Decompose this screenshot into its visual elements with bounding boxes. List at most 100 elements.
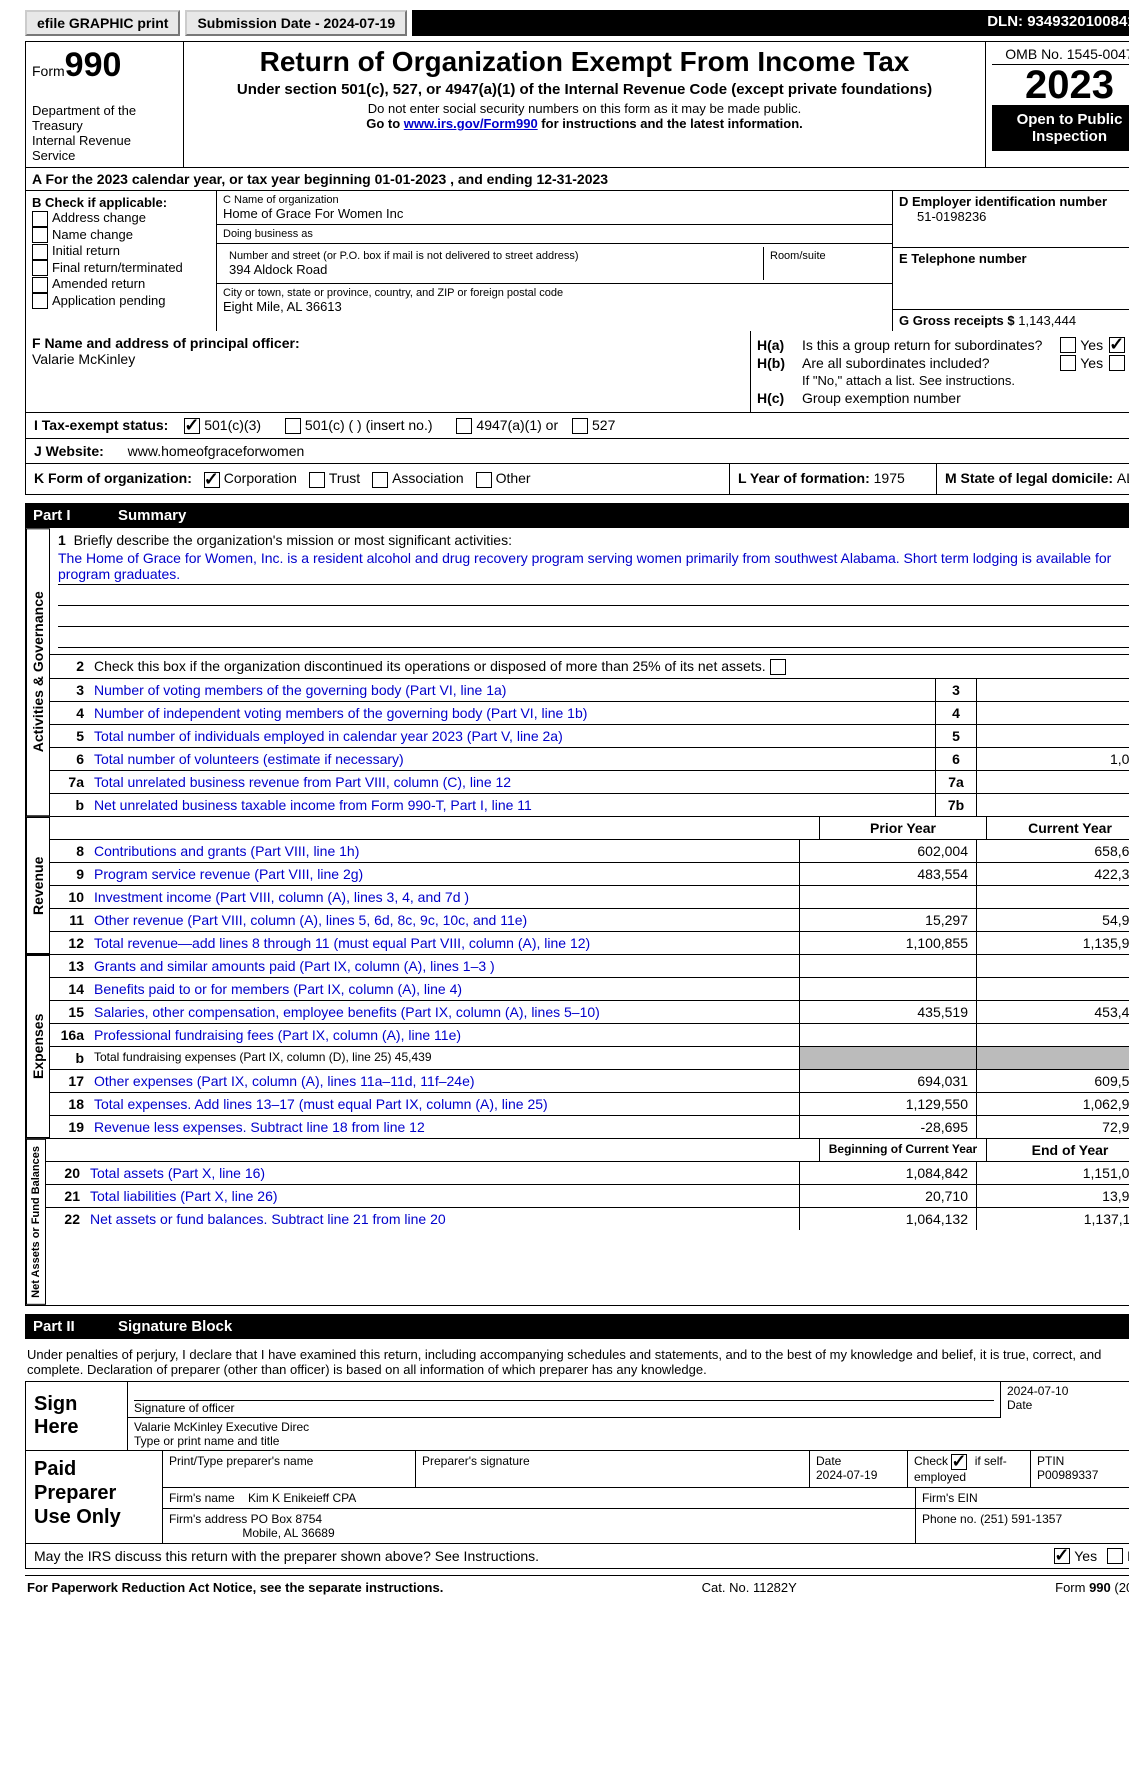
prior-year-hdr: Prior Year	[819, 817, 986, 839]
chk-501c[interactable]	[285, 418, 301, 434]
ptin-value: P00989337	[1037, 1468, 1098, 1482]
val-4: 21	[976, 702, 1129, 724]
line7a[interactable]: Total unrelated business revenue from Pa…	[88, 771, 935, 793]
sig-type-lbl: Type or print name and title	[134, 1434, 1129, 1448]
sig-officer-name: Valarie McKinley Executive Direc	[134, 1420, 1129, 1434]
website-value: www.homeofgraceforwomen	[128, 443, 305, 459]
gross-cell: G Gross receipts $ 1,143,444	[893, 310, 1129, 331]
line22[interactable]: Net assets or fund balances. Subtract li…	[84, 1208, 799, 1230]
discuss-row: May the IRS discuss this return with the…	[25, 1544, 1129, 1569]
discuss-yes[interactable]	[1054, 1548, 1070, 1564]
line7b[interactable]: Net unrelated business taxable income fr…	[88, 794, 935, 816]
opt-app-pending[interactable]: Application pending	[32, 293, 210, 310]
line3[interactable]: Number of voting members of the governin…	[88, 679, 935, 701]
opt-address-change[interactable]: Address change	[32, 210, 210, 227]
ha-yes[interactable]	[1060, 337, 1076, 353]
dba-cell: Doing business as	[217, 225, 892, 244]
chk-501c3[interactable]	[184, 418, 200, 434]
sig-date: 2024-07-10	[1007, 1384, 1129, 1398]
val-7a: 0	[976, 771, 1129, 793]
revenue-section: Revenue Prior YearCurrent Year 8Contribu…	[25, 817, 1129, 955]
val-7b: 0	[976, 794, 1129, 816]
goto-pre: Go to	[366, 116, 404, 131]
room-label: Room/suite	[770, 250, 880, 262]
paid-preparer-row: Paid Preparer Use Only Print/Type prepar…	[25, 1451, 1129, 1544]
submission-date-button[interactable]: Submission Date - 2024-07-19	[185, 10, 407, 36]
irs-label: Internal Revenue Service	[32, 133, 177, 163]
line8[interactable]: Contributions and grants (Part VIII, lin…	[88, 840, 799, 862]
part2-label: Part II	[33, 1318, 118, 1335]
chk-other[interactable]	[476, 472, 492, 488]
chk-discontinued[interactable]	[770, 659, 786, 675]
end-year-hdr: End of Year	[986, 1139, 1129, 1161]
tel-label: E Telephone number	[899, 251, 1129, 266]
footer-mid: Cat. No. 11282Y	[702, 1580, 797, 1595]
street-label: Number and street (or P.O. box if mail i…	[229, 250, 757, 262]
line18[interactable]: Total expenses. Add lines 13–17 (must eq…	[88, 1093, 799, 1115]
line11[interactable]: Other revenue (Part VIII, column (A), li…	[88, 909, 799, 931]
chk-4947[interactable]	[456, 418, 472, 434]
line16b: Total fundraising expenses (Part IX, col…	[88, 1047, 799, 1069]
header-right: OMB No. 1545-0047 2023 Open to Public In…	[986, 42, 1129, 167]
net-vert-label: Net Assets or Fund Balances	[26, 1139, 46, 1305]
opt-amended[interactable]: Amended return	[32, 276, 210, 293]
line13[interactable]: Grants and similar amounts paid (Part IX…	[88, 955, 799, 977]
discuss-no[interactable]	[1107, 1548, 1123, 1564]
line19[interactable]: Revenue less expenses. Subtract line 18 …	[88, 1116, 799, 1138]
j-label: J Website:	[34, 443, 104, 459]
row-a: A For the 2023 calendar year, or tax yea…	[25, 168, 1129, 191]
chk-527[interactable]	[572, 418, 588, 434]
line21[interactable]: Total liabilities (Part X, line 26)	[84, 1185, 799, 1207]
hb-no[interactable]	[1109, 355, 1125, 371]
chk-assoc[interactable]	[372, 472, 388, 488]
row-k: K Form of organization: Corporation Trus…	[25, 464, 1129, 494]
opt-initial-return[interactable]: Initial return	[32, 243, 210, 260]
line16a[interactable]: Professional fundraising fees (Part IX, …	[88, 1024, 799, 1046]
efile-button[interactable]: efile GRAPHIC print	[25, 10, 180, 36]
mission-label: Briefly describe the organization's miss…	[74, 532, 512, 548]
line6[interactable]: Total number of volunteers (estimate if …	[88, 748, 935, 770]
form-prefix: Form	[32, 63, 65, 79]
opt-name-change[interactable]: Name change	[32, 227, 210, 244]
line15[interactable]: Salaries, other compensation, employee b…	[88, 1001, 799, 1023]
line12[interactable]: Total revenue—add lines 8 through 11 (mu…	[88, 932, 799, 954]
chk-trust[interactable]	[309, 472, 325, 488]
part1-title: Summary	[118, 507, 186, 524]
row-i: I Tax-exempt status: 501(c)(3) 501(c) ( …	[25, 413, 1129, 439]
hb-note: If "No," attach a list. See instructions…	[757, 373, 1129, 388]
l-label: L Year of formation:	[738, 470, 874, 486]
line5[interactable]: Total number of individuals employed in …	[88, 725, 935, 747]
signature-block: Under penalties of perjury, I declare th…	[25, 1343, 1129, 1569]
line4[interactable]: Number of independent voting members of …	[88, 702, 935, 724]
val-5: 19	[976, 725, 1129, 747]
line10[interactable]: Investment income (Part VIII, column (A)…	[88, 886, 799, 908]
line20[interactable]: Total assets (Part X, line 16)	[84, 1162, 799, 1184]
l-value: 1975	[874, 470, 905, 486]
dept-treasury: Department of the Treasury	[32, 103, 177, 133]
org-name: Home of Grace For Women Inc	[223, 206, 886, 221]
chk-self-employed[interactable]	[951, 1454, 967, 1470]
paid-label: Paid Preparer Use Only	[26, 1451, 163, 1543]
gross-value: 1,143,444	[1018, 313, 1076, 328]
opt-final-return[interactable]: Final return/terminated	[32, 260, 210, 277]
chk-corp[interactable]	[204, 472, 220, 488]
hb-yes[interactable]	[1060, 355, 1076, 371]
row-fh: F Name and address of principal officer:…	[25, 331, 1129, 413]
gross-label: G Gross receipts $	[899, 313, 1018, 328]
ein-value: 51-0198236	[899, 209, 1129, 224]
row-j: J Website: www.homeofgraceforwomen	[25, 439, 1129, 464]
dln-label: DLN: 93493201008414	[977, 10, 1129, 33]
activities-governance-section: Activities & Governance 1 Briefly descri…	[25, 528, 1129, 817]
line14[interactable]: Benefits paid to or for members (Part IX…	[88, 978, 799, 1000]
sign-here-row: Sign Here Signature of officer 2024-07-1…	[25, 1381, 1129, 1451]
ha-no[interactable]	[1109, 337, 1125, 353]
topbar-fill: DLN: 93493201008414	[412, 10, 1129, 36]
sig-date-lbl: Date	[1007, 1398, 1129, 1412]
irs-link[interactable]: www.irs.gov/Form990	[404, 116, 538, 131]
line9[interactable]: Program service revenue (Part VIII, line…	[88, 863, 799, 885]
line17[interactable]: Other expenses (Part IX, column (A), lin…	[88, 1070, 799, 1092]
val-3: 21	[976, 679, 1129, 701]
val-6: 1,000	[976, 748, 1129, 770]
officer-name: Valarie McKinley	[32, 351, 744, 367]
i-label: I Tax-exempt status:	[34, 417, 168, 433]
